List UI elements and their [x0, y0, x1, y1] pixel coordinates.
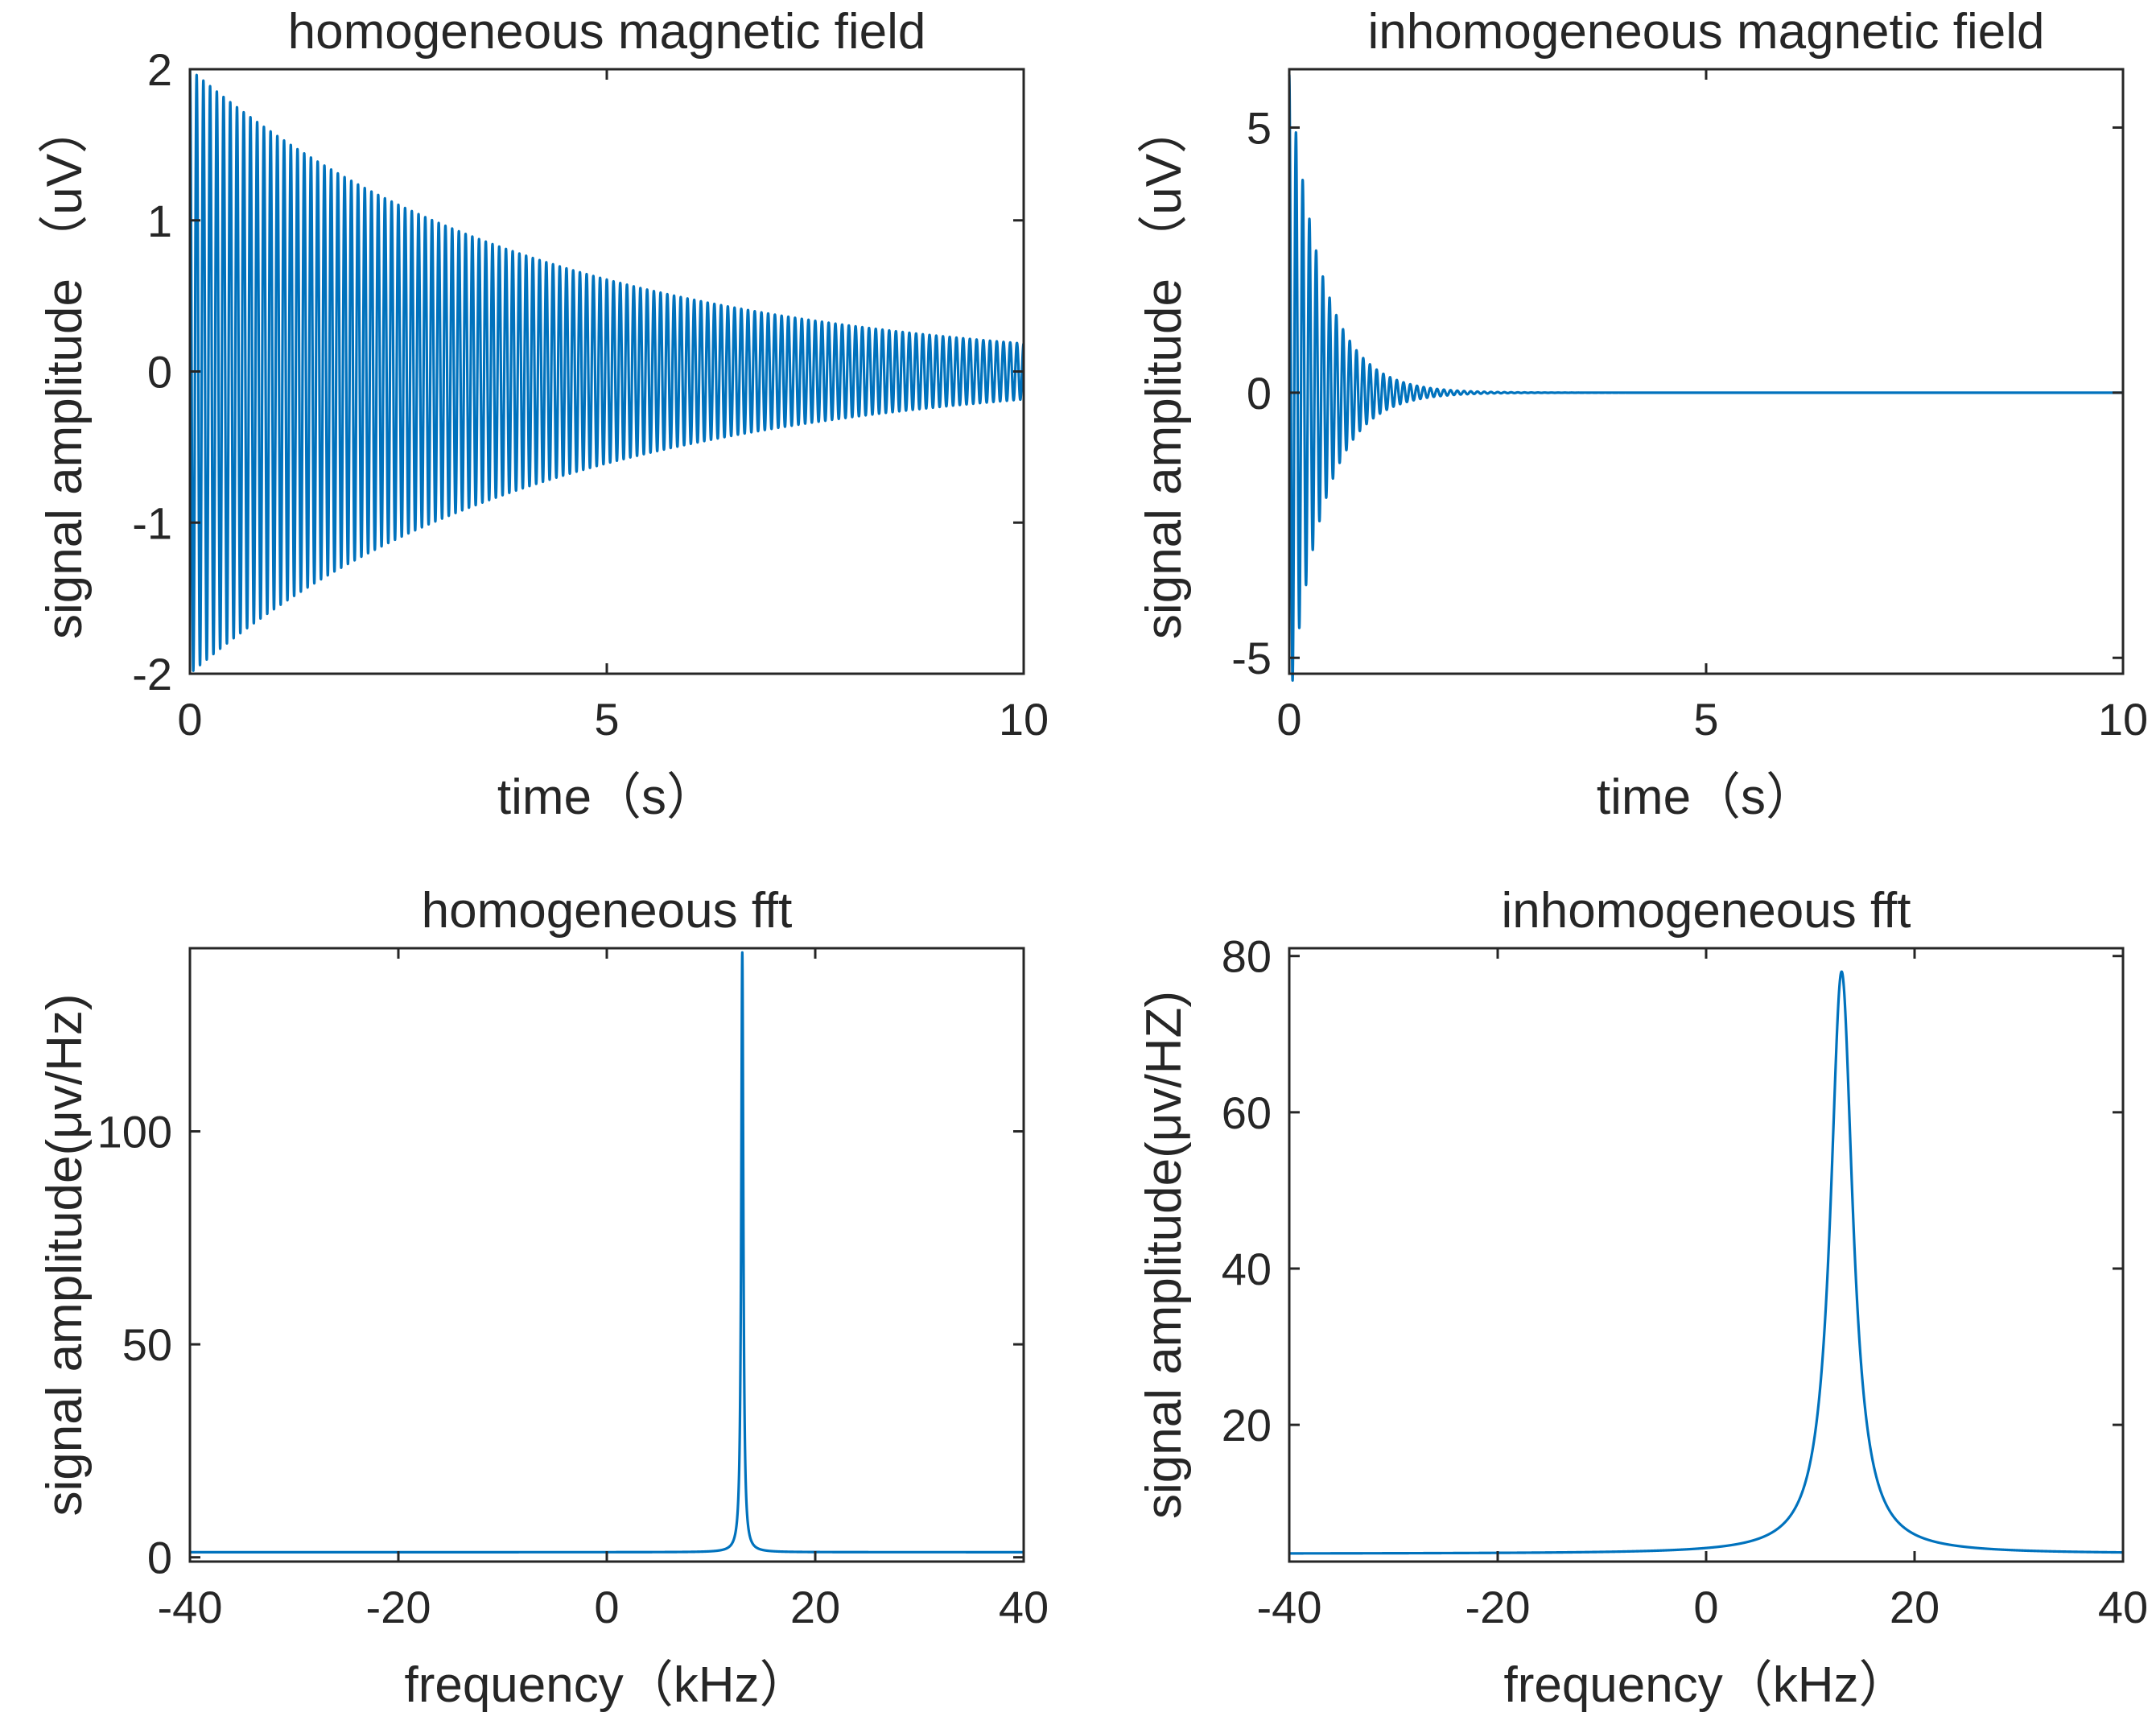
- series-line: [188, 68, 1025, 672]
- x-axis-label: time（s）: [1597, 770, 1816, 825]
- y-tick-label: 0: [147, 1533, 172, 1583]
- series-line: [1288, 74, 2125, 682]
- x-tick-label: -40: [1257, 1582, 1322, 1632]
- y-tick-label: 100: [97, 1107, 172, 1157]
- x-axis-label: frequency（kHz）: [1503, 1657, 1908, 1713]
- axes-box: [1288, 68, 2125, 675]
- x-tick-label: 40: [999, 1582, 1049, 1632]
- x-axis-label: frequency（kHz）: [404, 1657, 809, 1713]
- axes-box: [1288, 947, 2125, 1563]
- y-tick-label: 60: [1222, 1087, 1272, 1138]
- y-tick-label: -2: [132, 649, 172, 699]
- x-tick-label: 0: [1693, 1582, 1718, 1632]
- y-tick-label: 80: [1222, 931, 1272, 982]
- chart-title: homogeneous magnetic field: [288, 4, 926, 60]
- x-tick-label: 10: [2098, 694, 2148, 745]
- panel-homogeneous-time: 0 5 10 -2 -1 0 1 2 homogeneous magnetic field tim…: [37, 4, 1049, 825]
- x-tick-label: -40: [158, 1582, 223, 1632]
- x-tick-label: 20: [790, 1582, 840, 1632]
- y-tick-label: 50: [122, 1319, 172, 1370]
- x-tick-label: -20: [1466, 1582, 1531, 1632]
- y-tick-label: 5: [1247, 102, 1272, 153]
- x-tick-label: 5: [594, 694, 619, 745]
- x-axis-label: time（s）: [497, 770, 716, 825]
- x-tick-label: 0: [1276, 694, 1301, 745]
- panel-homogeneous-fft: -40 -20 0 20 40 0 50 100 homogeneous fft frequenc…: [37, 883, 1049, 1713]
- x-tick-label: 10: [999, 694, 1049, 745]
- y-axis-label: signal amplitude （uV）: [1136, 104, 1192, 639]
- y-tick-label: 0: [147, 347, 172, 398]
- x-tick-label: 20: [1890, 1582, 1940, 1632]
- y-tick-label: 1: [147, 196, 172, 246]
- panel-inhomogeneous-fft: -40 -20 0 20 40 20 40 60 80 inhomogeneous fft freq…: [1136, 883, 2148, 1713]
- y-axis-label: signal amplitude （uV）: [37, 104, 93, 639]
- x-tick-label: 0: [177, 694, 202, 745]
- y-tick-label: -5: [1231, 633, 1272, 683]
- y-tick-label: 20: [1222, 1400, 1272, 1450]
- y-tick-label: 40: [1222, 1244, 1272, 1294]
- x-tick-label: 0: [594, 1582, 619, 1632]
- series-line: [188, 951, 1025, 1554]
- series-line: [1288, 970, 2125, 1555]
- chart-title: homogeneous fft: [422, 883, 793, 939]
- chart-title: inhomogeneous magnetic field: [1368, 4, 2045, 60]
- x-tick-label: 5: [1693, 694, 1718, 745]
- y-axis-label: signal amplitude(μv/Hz): [37, 993, 93, 1516]
- chart-title: inhomogeneous fft: [1501, 883, 1911, 939]
- y-tick-label: -1: [132, 497, 172, 548]
- x-tick-label: -20: [366, 1582, 431, 1632]
- axes-box: [188, 947, 1025, 1563]
- y-tick-label: 0: [1247, 368, 1272, 419]
- x-tick-label: 40: [2098, 1582, 2148, 1632]
- y-tick-label: 2: [147, 44, 172, 95]
- y-axis-label: signal amplitude(μv/HZ): [1136, 991, 1192, 1519]
